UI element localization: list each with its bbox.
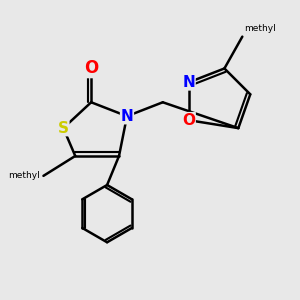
- Text: O: O: [84, 59, 98, 77]
- Text: O: O: [182, 113, 195, 128]
- Text: N: N: [182, 75, 195, 90]
- Text: methyl: methyl: [244, 25, 276, 34]
- Text: S: S: [58, 121, 69, 136]
- Text: methyl: methyl: [8, 171, 40, 180]
- Text: N: N: [121, 109, 133, 124]
